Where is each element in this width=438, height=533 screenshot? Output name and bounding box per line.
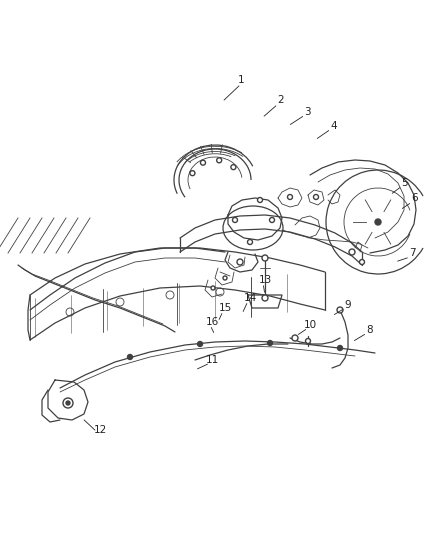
Text: 9: 9 bbox=[345, 300, 351, 310]
Circle shape bbox=[268, 341, 272, 345]
Text: 11: 11 bbox=[205, 355, 219, 365]
Circle shape bbox=[217, 158, 222, 163]
Circle shape bbox=[223, 276, 227, 280]
Circle shape bbox=[349, 249, 355, 255]
Text: 5: 5 bbox=[402, 178, 408, 188]
Text: 8: 8 bbox=[367, 325, 373, 335]
Circle shape bbox=[66, 401, 70, 405]
Text: 4: 4 bbox=[331, 121, 337, 131]
Circle shape bbox=[198, 342, 202, 346]
Circle shape bbox=[211, 286, 215, 290]
Circle shape bbox=[247, 239, 252, 245]
Text: 12: 12 bbox=[93, 425, 106, 435]
Circle shape bbox=[201, 160, 205, 165]
Circle shape bbox=[360, 260, 364, 264]
Text: 7: 7 bbox=[409, 248, 415, 258]
Circle shape bbox=[375, 219, 381, 225]
Circle shape bbox=[63, 398, 73, 408]
Text: 13: 13 bbox=[258, 275, 272, 285]
Circle shape bbox=[305, 338, 311, 343]
Text: 6: 6 bbox=[412, 193, 418, 203]
Circle shape bbox=[338, 345, 343, 351]
Circle shape bbox=[314, 195, 318, 199]
Circle shape bbox=[258, 198, 262, 203]
Circle shape bbox=[287, 195, 293, 199]
Circle shape bbox=[231, 165, 236, 169]
Circle shape bbox=[190, 171, 195, 176]
Text: 10: 10 bbox=[304, 320, 317, 330]
Text: 14: 14 bbox=[244, 293, 257, 303]
Circle shape bbox=[262, 255, 268, 261]
Text: 15: 15 bbox=[219, 303, 232, 313]
Circle shape bbox=[292, 335, 298, 341]
Text: 16: 16 bbox=[205, 317, 219, 327]
Circle shape bbox=[337, 307, 343, 313]
Text: 3: 3 bbox=[304, 107, 310, 117]
Text: 1: 1 bbox=[238, 75, 244, 85]
Circle shape bbox=[127, 354, 133, 359]
Circle shape bbox=[233, 217, 237, 222]
Circle shape bbox=[269, 217, 275, 222]
Circle shape bbox=[237, 259, 243, 265]
Circle shape bbox=[262, 295, 268, 301]
Text: 2: 2 bbox=[278, 95, 284, 105]
